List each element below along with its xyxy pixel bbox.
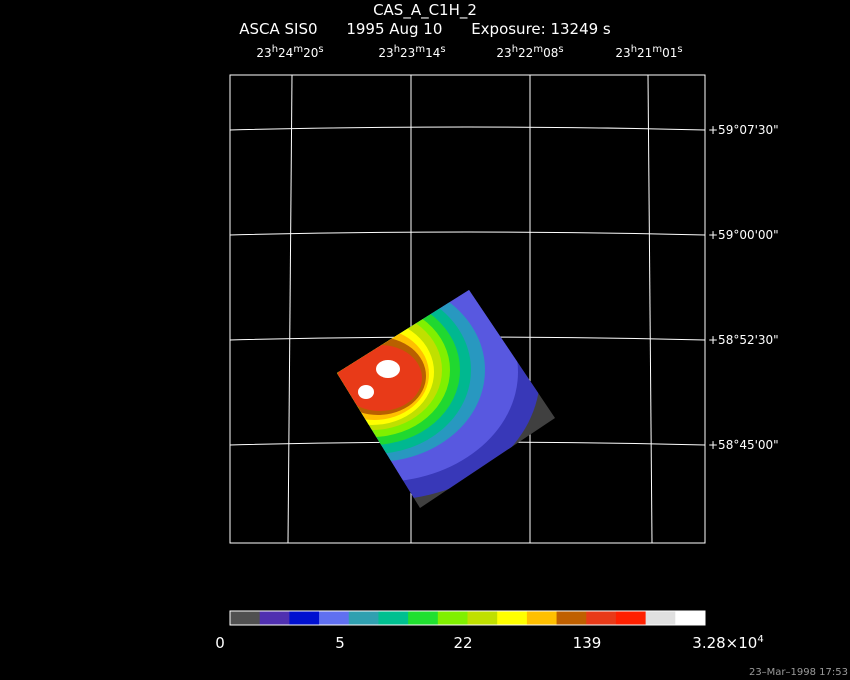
ra-label: 23h22m08s: [496, 44, 564, 60]
timestamp: 23–Mar–1998 17:53: [748, 667, 848, 678]
dec-label: +58°45'00": [708, 438, 779, 452]
colorbar-swatch: [615, 611, 647, 625]
colorbar: [230, 611, 706, 625]
colorbar-swatch: [645, 611, 676, 625]
colorbar-tick-label: 0: [215, 634, 225, 652]
observation-info: ASCA SIS0 1995 Aug 10 Exposure: 13249 s: [0, 20, 850, 38]
colorbar-swatch: [497, 611, 528, 625]
colorbar-max-label: 3.28×104: [692, 634, 764, 652]
observation-date: 1995 Aug 10: [346, 20, 443, 38]
colorbar-swatch: [408, 611, 439, 625]
colorbar-swatch: [586, 611, 617, 625]
colorbar-swatch: [319, 611, 350, 625]
colorbar-swatch: [437, 611, 468, 625]
ra-label: 23h23m14s: [378, 44, 446, 60]
exposure-label: Exposure: 13249 s: [471, 20, 611, 38]
ra-label: 23h24m20s: [256, 44, 324, 60]
colorbar-swatch: [467, 611, 498, 625]
colorbar-swatch: [230, 611, 261, 625]
colorbar-swatch: [289, 611, 320, 625]
colorbar-swatch: [378, 611, 409, 625]
colorbar-swatch: [259, 611, 290, 625]
colorbar-tick-label: 139: [572, 634, 602, 652]
image-title: CAS_A_C1H_2: [373, 1, 477, 19]
instrument-label: ASCA SIS0: [239, 20, 318, 38]
ra-label: 23h21m01s: [615, 44, 683, 60]
dec-label: +59°07'30": [708, 123, 779, 137]
xray-emission-map: [337, 290, 555, 508]
colorbar-tick-label: 5: [335, 634, 345, 652]
colorbar-swatch: [556, 611, 587, 625]
colorbar-tick-label: 22: [453, 634, 473, 652]
dec-label: +59°00'00": [708, 228, 779, 242]
colorbar-swatch: [348, 611, 379, 625]
colorbar-swatch: [675, 611, 706, 625]
colorbar-swatch: [526, 611, 558, 625]
dec-label: +58°52'30": [708, 333, 779, 347]
